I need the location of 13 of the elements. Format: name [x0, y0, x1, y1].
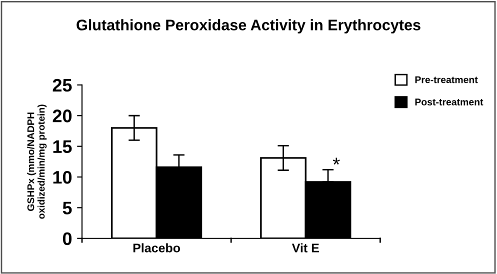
y-tick-label: 10 [53, 170, 72, 184]
y-tick-label: 5 [62, 202, 72, 214]
y-tick-label: 20 [52, 110, 72, 122]
chart-title: Glutathione Peroxidase Activity in Erythrocytes [76, 19, 420, 34]
legend-label: Pre-treatment [415, 76, 478, 84]
x-tick-label: Vit E [292, 243, 319, 252]
annotation: * [332, 158, 340, 165]
y-axis-title: GSHPx (mmo/NADPH oxidized/min/mg protein) [27, 104, 47, 219]
legend-label: Post-treatment [415, 98, 484, 106]
y-tick-label: 25 [52, 78, 72, 92]
y-tick-label: 0 [62, 232, 72, 246]
x-tick-label: Placebo [133, 243, 180, 252]
y-tick-label: 15 [53, 140, 72, 154]
